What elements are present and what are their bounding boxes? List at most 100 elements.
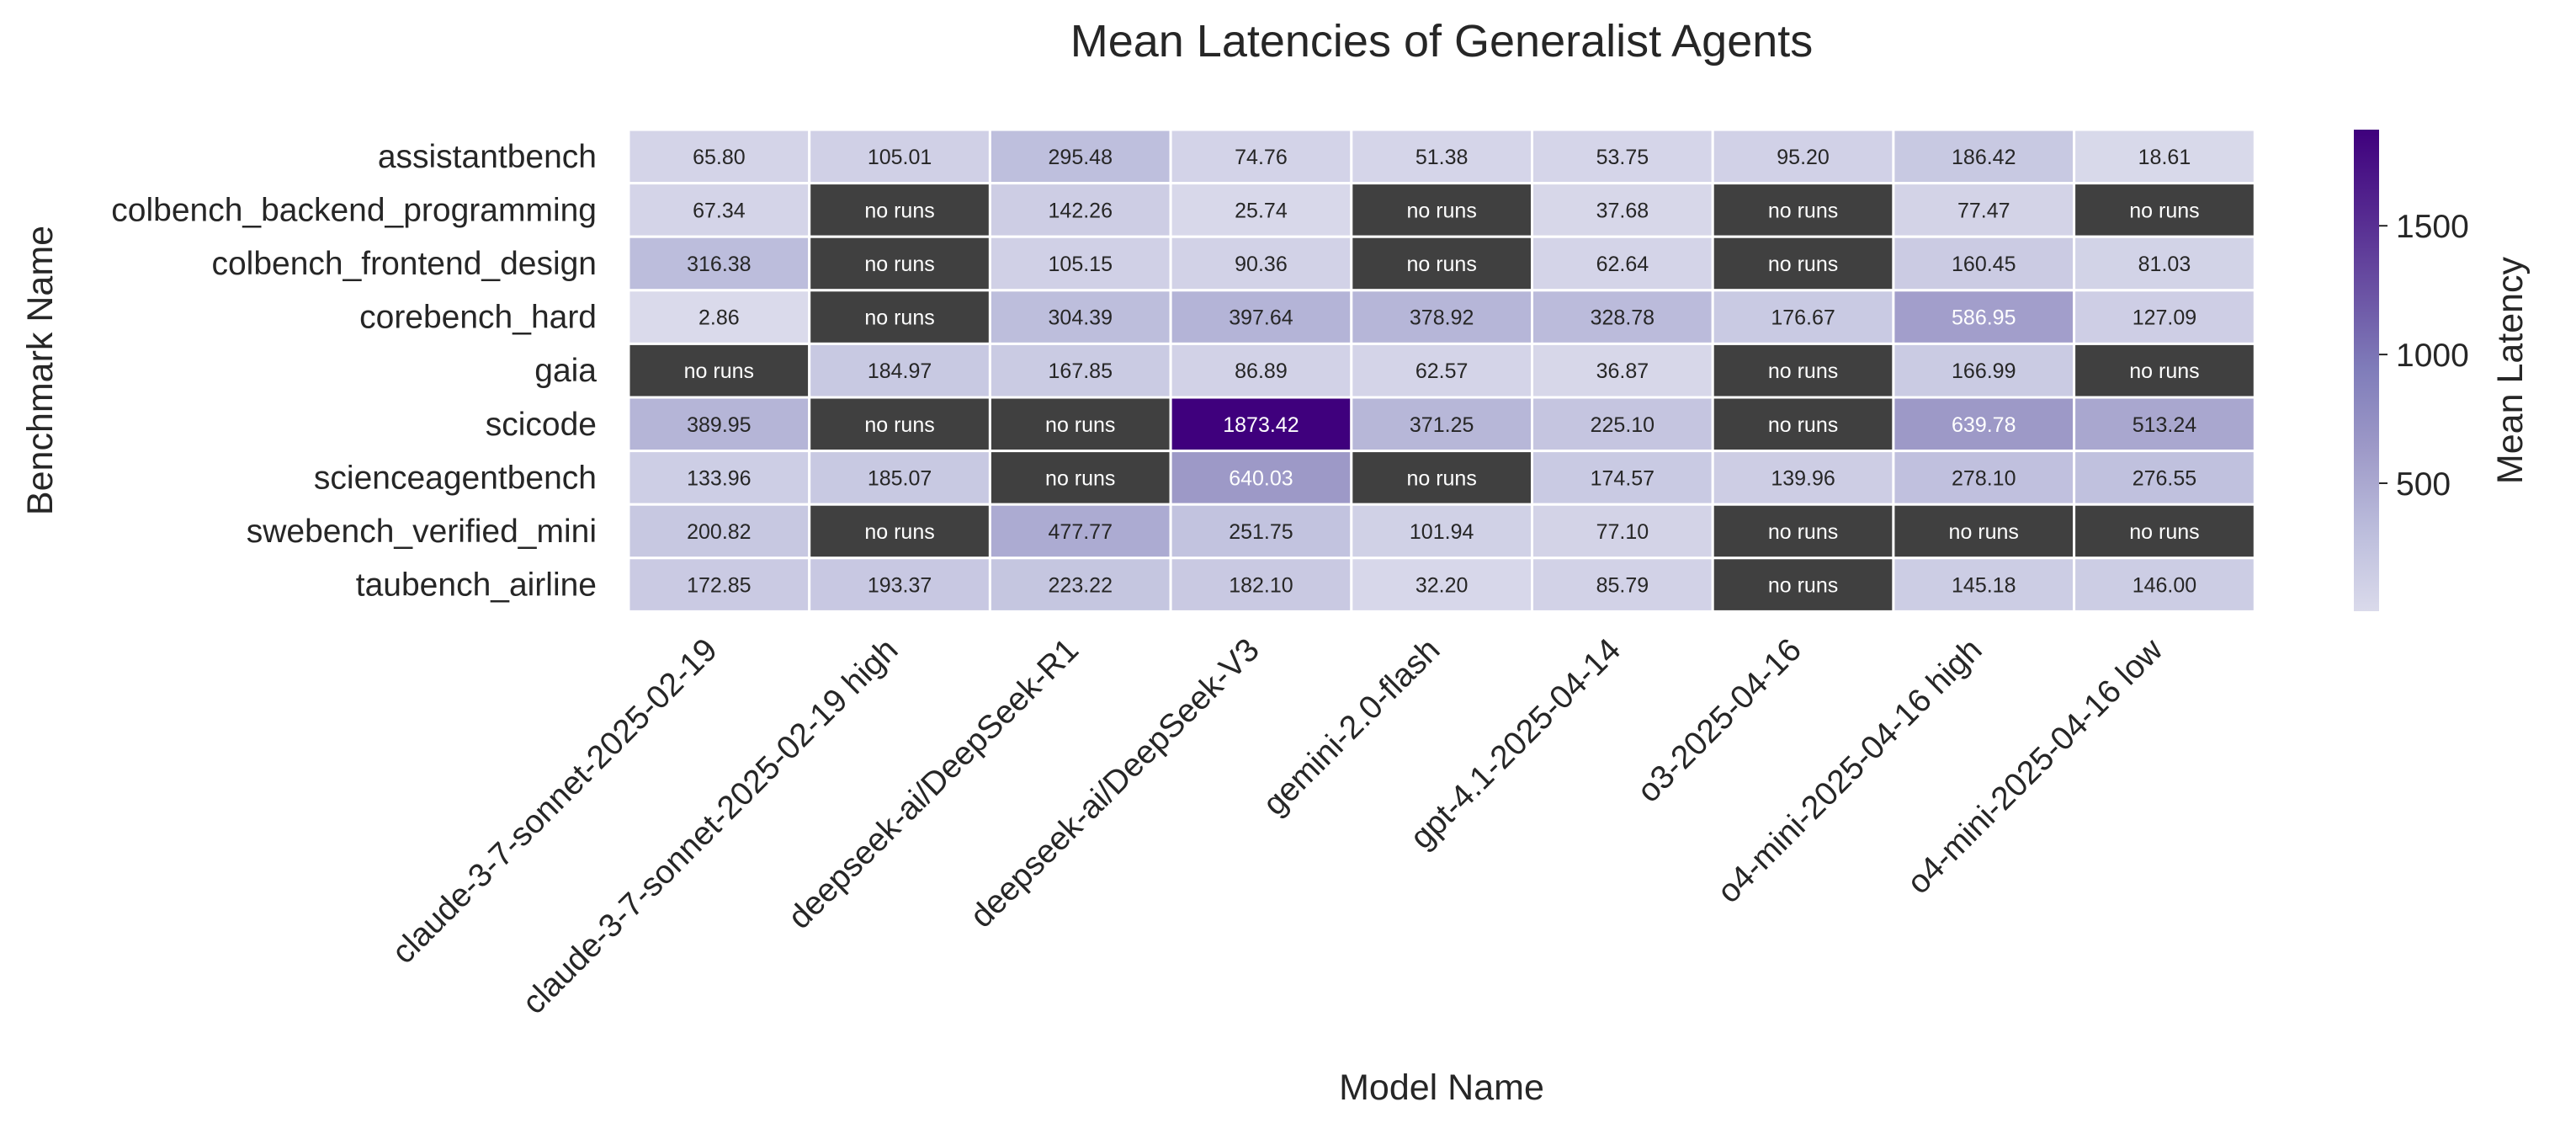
cell-value-label: 81.03 bbox=[2138, 253, 2191, 276]
cell-value-label: no runs bbox=[1406, 253, 1476, 276]
cell-value-label: 160.45 bbox=[1952, 253, 2016, 276]
cell-value-label: 53.75 bbox=[1596, 146, 1649, 169]
heatmap-cell-assistantbench-claude-3-7-sonnet-2025-02-19 bbox=[627, 128, 811, 185]
cell-value-label: 139.96 bbox=[1771, 466, 1835, 490]
heatmap-cell-colbench-frontend-design-claude-3-7-sonnet-2025-02-19-high bbox=[808, 235, 991, 292]
cell-value-label: 74.76 bbox=[1235, 146, 1288, 169]
heatmap-cell-colbench-backend-programming-o3-2025-04-16 bbox=[1711, 182, 1895, 238]
cell-value-label: 182.10 bbox=[1229, 574, 1293, 598]
cell-value-label: 1873.42 bbox=[1223, 413, 1299, 437]
heatmap-cell-colbench-frontend-design-claude-3-7-sonnet-2025-02-19 bbox=[627, 235, 811, 292]
x-tick-label-deepseek-ai-deepseek-r1: deepseek-ai/DeepSeek-R1 bbox=[782, 631, 1086, 936]
cell-value-label: 65.80 bbox=[693, 146, 746, 169]
cell-value-label: 51.38 bbox=[1415, 146, 1469, 169]
x-axis-label: Model Name bbox=[1339, 1067, 1544, 1108]
x-tick-label-deepseek-ai-deepseek-v3: deepseek-ai/DeepSeek-V3 bbox=[964, 631, 1267, 934]
heatmap-cell-assistantbench-o4-mini-2025-04-16-high bbox=[1892, 128, 2076, 185]
heatmap-cell-colbench-backend-programming-o4-mini-2025-04-16-low bbox=[2073, 182, 2256, 238]
heatmap-cell-scienceagentbench-o3-2025-04-16 bbox=[1711, 450, 1895, 506]
cell-value-label: no runs bbox=[2129, 520, 2199, 544]
cell-value-label: no runs bbox=[864, 199, 934, 222]
cell-value-label: 90.36 bbox=[1235, 253, 1288, 276]
cell-value-label: 101.94 bbox=[1410, 520, 1474, 544]
heatmap-cell-gaia-claude-3-7-sonnet-2025-02-19 bbox=[627, 342, 811, 399]
cell-value-label: no runs bbox=[1768, 520, 1838, 544]
cell-value-label: 166.99 bbox=[1952, 359, 2016, 383]
cell-value-label: 18.61 bbox=[2138, 146, 2191, 169]
cell-value-label: no runs bbox=[1045, 466, 1115, 490]
cell-value-label: 251.75 bbox=[1229, 520, 1293, 544]
cell-value-label: 378.92 bbox=[1410, 306, 1474, 330]
cell-value-label: 316.38 bbox=[687, 253, 751, 276]
y-tick-label-swebench-verified-mini: swebench_verified_mini bbox=[247, 514, 597, 550]
y-tick-label-corebench-hard: corebench_hard bbox=[359, 300, 597, 336]
colorbar-gradient bbox=[2354, 130, 2379, 611]
cell-value-label: 37.68 bbox=[1596, 199, 1649, 222]
y-tick-label-assistantbench: assistantbench bbox=[378, 139, 597, 175]
heatmap-cell-scicode-claude-3-7-sonnet-2025-02-19-high bbox=[808, 396, 991, 453]
cell-value-label: 145.18 bbox=[1952, 574, 2016, 598]
heatmap-cell-scicode-gpt-4-1-2025-04-14 bbox=[1531, 396, 1714, 453]
cell-value-label: 389.95 bbox=[687, 413, 751, 437]
cell-value-label: 184.97 bbox=[868, 359, 932, 383]
cell-value-label: no runs bbox=[1045, 413, 1115, 437]
cell-value-label: 86.89 bbox=[1235, 359, 1288, 383]
heatmap-cell-scicode-claude-3-7-sonnet-2025-02-19 bbox=[627, 396, 811, 453]
heatmap-cell-colbench-frontend-design-gemini-2-0-flash bbox=[1350, 235, 1534, 292]
cell-value-label: 77.47 bbox=[1957, 199, 2010, 222]
colorbar-tick-label: 1500 bbox=[2396, 209, 2469, 245]
heatmap-cell-scicode-deepseek-ai-deepseek-v3 bbox=[1169, 396, 1353, 453]
cell-value-label: 225.10 bbox=[1591, 413, 1654, 437]
x-tick-labels: claude-3-7-sonnet-2025-02-19claude-3-7-s… bbox=[385, 631, 2170, 1021]
heatmap-cell-taubench-airline-deepseek-ai-deepseek-r1 bbox=[988, 556, 1172, 613]
cell-value-label: 105.01 bbox=[868, 146, 932, 169]
heatmap-cell-assistantbench-claude-3-7-sonnet-2025-02-19-high bbox=[808, 128, 991, 185]
cell-value-label: 32.20 bbox=[1415, 574, 1469, 598]
heatmap-cell-taubench-airline-o3-2025-04-16 bbox=[1711, 556, 1895, 613]
cell-value-label: 133.96 bbox=[687, 466, 751, 490]
cell-value-label: 397.64 bbox=[1229, 306, 1293, 330]
heatmap-cell-colbench-backend-programming-o4-mini-2025-04-16-high bbox=[1892, 182, 2076, 238]
heatmap-cell-taubench-airline-o4-mini-2025-04-16-low bbox=[2073, 556, 2256, 613]
cell-value-label: 146.00 bbox=[2133, 574, 2196, 598]
heatmap-cell-swebench-verified-mini-deepseek-ai-deepseek-v3 bbox=[1169, 503, 1353, 560]
heatmap-cell-gaia-o4-mini-2025-04-16-low bbox=[2073, 342, 2256, 399]
cell-value-label: 477.77 bbox=[1049, 520, 1113, 544]
heatmap-cell-assistantbench-gpt-4-1-2025-04-14 bbox=[1531, 128, 1714, 185]
cell-value-label: no runs bbox=[1949, 520, 2019, 544]
heatmap-cell-taubench-airline-deepseek-ai-deepseek-v3 bbox=[1169, 556, 1353, 613]
heatmap-cell-swebench-verified-mini-gpt-4-1-2025-04-14 bbox=[1531, 503, 1714, 560]
y-tick-label-scicode: scicode bbox=[486, 407, 597, 443]
x-tick-label-claude-3-7-sonnet-2025-02-19-high: claude-3-7-sonnet-2025-02-19 high bbox=[516, 631, 906, 1021]
y-tick-labels: assistantbench colbench_backend_programmi… bbox=[111, 139, 597, 604]
colorbar-ticks: 500 1000 1500 bbox=[2379, 209, 2469, 503]
cell-value-label: 200.82 bbox=[687, 520, 751, 544]
cell-value-label: 295.48 bbox=[1049, 146, 1113, 169]
cell-value-label: no runs bbox=[864, 520, 934, 544]
colorbar-tick-label: 500 bbox=[2396, 466, 2451, 503]
heatmap-cell-scicode-gemini-2-0-flash bbox=[1350, 396, 1534, 453]
cell-value-label: 142.26 bbox=[1049, 199, 1113, 222]
heatmap-cell-swebench-verified-mini-gemini-2-0-flash bbox=[1350, 503, 1534, 560]
cell-value-label: 105.15 bbox=[1049, 253, 1113, 276]
colorbar: 500 1000 1500 Mean Latency bbox=[2354, 130, 2531, 611]
cell-value-label: 174.57 bbox=[1591, 466, 1654, 490]
cell-value-label: no runs bbox=[1768, 253, 1838, 276]
cell-value-label: 85.79 bbox=[1596, 574, 1649, 598]
cell-value-label: no runs bbox=[1768, 359, 1838, 383]
cell-value-label: 193.37 bbox=[868, 574, 932, 598]
cell-value-label: 304.39 bbox=[1049, 306, 1113, 330]
cell-value-label: 186.42 bbox=[1952, 146, 2016, 169]
cell-value-label: 640.03 bbox=[1229, 466, 1293, 490]
cell-value-label: no runs bbox=[1768, 413, 1838, 437]
cell-value-label: 67.34 bbox=[693, 199, 746, 222]
cell-value-label: 371.25 bbox=[1410, 413, 1474, 437]
heatmap-cell-swebench-verified-mini-claude-3-7-sonnet-2025-02-19 bbox=[627, 503, 811, 560]
cell-value-label: 176.67 bbox=[1771, 306, 1835, 330]
cell-value-label: 639.78 bbox=[1952, 413, 2016, 437]
y-tick-label-scienceagentbench: scienceagentbench bbox=[314, 460, 597, 496]
cell-value-label: no runs bbox=[1768, 199, 1838, 222]
heatmap-cell-colbench-frontend-design-deepseek-ai-deepseek-r1 bbox=[988, 235, 1172, 292]
cell-value-label: 62.64 bbox=[1596, 253, 1649, 276]
